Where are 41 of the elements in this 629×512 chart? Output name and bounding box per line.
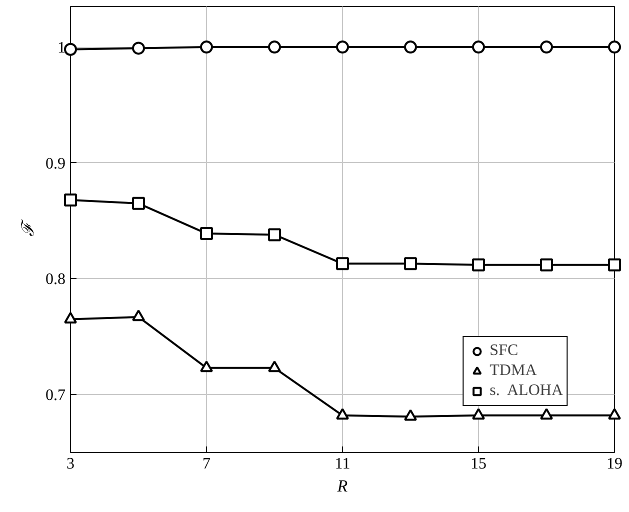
legend-label: TDMA (490, 362, 537, 380)
x-tick-label: 3 (66, 456, 74, 472)
point (200, 40, 213, 54)
x-tick-label: 15 (470, 456, 486, 472)
point (608, 40, 621, 54)
point (472, 258, 485, 272)
point (404, 409, 417, 421)
point (608, 258, 621, 272)
point (608, 408, 621, 420)
point (132, 196, 145, 210)
point (64, 193, 77, 206)
point (472, 40, 485, 54)
x-tick-label: 7 (202, 456, 210, 472)
point (336, 408, 349, 420)
point (132, 42, 145, 55)
point (404, 40, 417, 54)
point (404, 257, 417, 270)
x-tick-label: 19 (606, 456, 622, 472)
point (540, 40, 553, 54)
point (336, 40, 349, 54)
y-tick-label: 0.8 (46, 271, 66, 288)
legend-label: s. ALOHA (490, 382, 563, 400)
point (200, 360, 213, 372)
point (540, 258, 553, 272)
point (268, 228, 281, 242)
x-axis-title: R (336, 476, 348, 496)
point (200, 227, 213, 240)
y-tick-label: 0.7 (46, 387, 66, 404)
point (64, 312, 77, 324)
point (268, 360, 281, 372)
point (472, 408, 485, 420)
y-tick-label: 1 (58, 40, 66, 57)
y-axis-title: ℱ (18, 218, 38, 236)
point (64, 42, 77, 56)
point (132, 310, 145, 322)
legend-label: SFC (490, 342, 518, 360)
point (268, 40, 281, 54)
y-tick-label: 0.9 (46, 155, 66, 172)
x-tick-label: 11 (334, 456, 350, 472)
point (336, 257, 349, 270)
point (540, 408, 553, 420)
